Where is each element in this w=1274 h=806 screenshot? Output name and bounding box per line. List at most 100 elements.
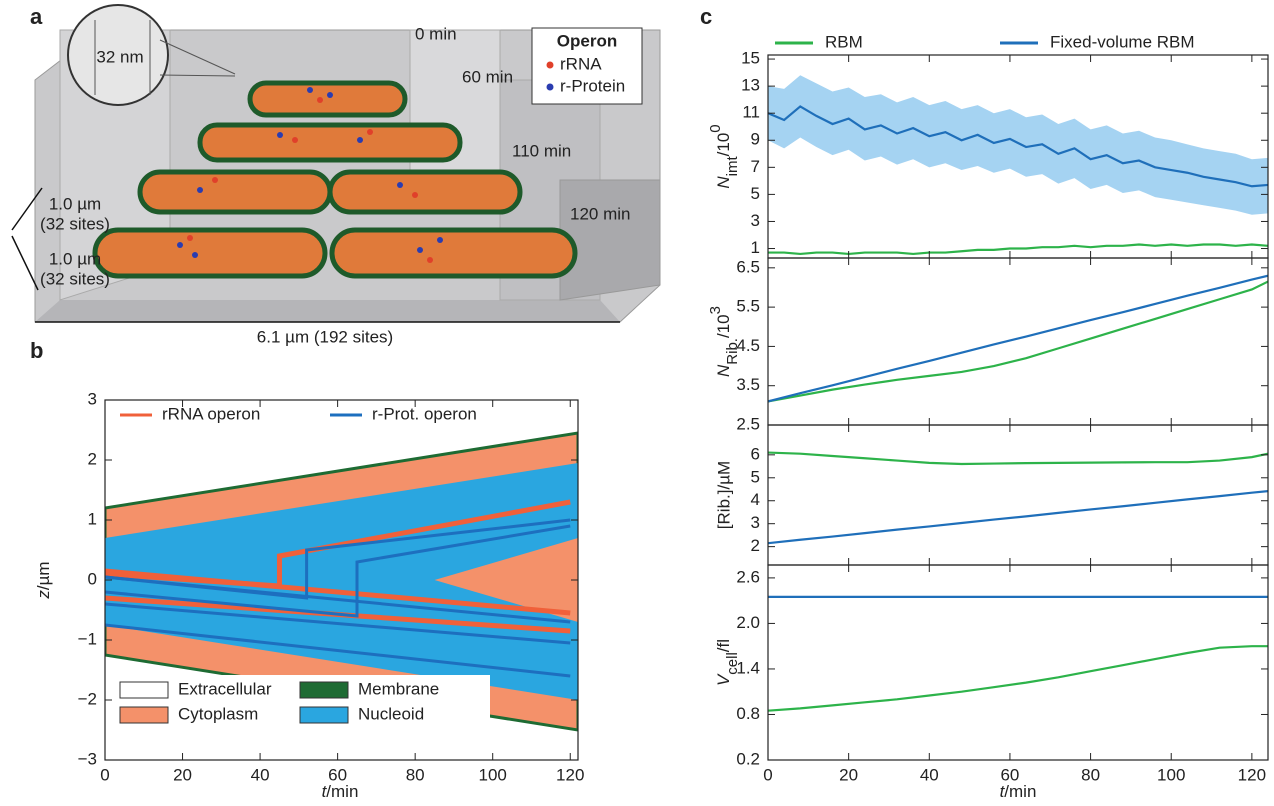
series-line [768, 280, 1268, 403]
axis-label-part: V [714, 673, 733, 686]
axis-label-part: /10 [714, 133, 733, 157]
legend-title: Operon [557, 31, 617, 50]
axis-label-part: /µm [34, 561, 53, 590]
legend-label: r-Prot. operon [372, 404, 477, 423]
operon-line [105, 623, 571, 678]
legend-dot [546, 83, 554, 91]
axis-label: t/min [322, 782, 359, 801]
dimension-label: 1.0 µm [49, 194, 101, 213]
axis-label-part: imt [724, 156, 741, 177]
legend-label: r-Protein [560, 76, 625, 95]
x-tick-label: 80 [406, 765, 425, 784]
x-tick-label: 0 [763, 765, 772, 784]
axis-label-part: cell [724, 652, 741, 675]
x-tick-label: 100 [1157, 765, 1185, 784]
y-tick-label: 15 [741, 49, 760, 68]
time-label: 60 min [462, 67, 513, 86]
axis-label: [Rib.]/µM [714, 461, 733, 529]
dimension-label: 1.0 µm [49, 249, 101, 268]
x-tick-label: 40 [251, 765, 270, 784]
y-tick-label: −2 [78, 689, 97, 708]
legend-swatch [299, 706, 349, 724]
y-tick-label: 9 [751, 130, 760, 149]
x-tick-label: 120 [556, 765, 584, 784]
axis-label-part: /min [326, 782, 358, 801]
y-tick-label: 3 [751, 513, 760, 532]
axis-label: t/min [1000, 782, 1037, 801]
axis-label-part: Rib. [724, 338, 741, 365]
series-line [768, 645, 1268, 712]
series-line [768, 451, 1268, 466]
time-label: 110 min [512, 141, 571, 160]
operon-line [105, 518, 571, 600]
plot-area [768, 274, 1268, 403]
x-tick-label: 40 [920, 765, 939, 784]
legend-swatch [119, 706, 169, 724]
axis-label: Vcell/fl [714, 639, 741, 686]
legend-label: Membrane [358, 679, 439, 698]
time-label: 120 min [570, 204, 630, 223]
x-tick-label: 60 [1000, 765, 1019, 784]
series-line [768, 490, 1268, 545]
scale-label: 32 nm [96, 47, 143, 66]
region [434, 538, 578, 622]
axis-label-part: N [714, 176, 733, 189]
x-tick-label: 20 [173, 765, 192, 784]
x-tick-label: 120 [1238, 765, 1266, 784]
y-tick-label: 2.0 [736, 613, 760, 632]
y-tick-label: 3 [751, 211, 760, 230]
x-tick-label: 100 [479, 765, 507, 784]
panel-b-plot [105, 431, 578, 732]
y-tick-label: 6 [751, 444, 760, 463]
x-tick-label: 80 [1081, 765, 1100, 784]
y-tick-label: −3 [78, 749, 97, 768]
y-tick-label: −1 [78, 629, 97, 648]
y-tick-label: 6.5 [736, 257, 760, 276]
time-label: 0 min [415, 24, 457, 43]
axis-label-part: /10 [714, 314, 733, 338]
y-tick-label: 2.6 [736, 567, 760, 586]
legend-label: RBM [825, 32, 863, 51]
y-tick-label: 7 [751, 157, 760, 176]
y-tick-label: 11 [742, 103, 760, 122]
legend-label: rRNA [560, 54, 602, 73]
series-line [768, 243, 1268, 256]
axis-label-part: /fl [714, 639, 733, 652]
legend-label: Extracellular [178, 679, 272, 698]
y-tick-label: 3 [88, 389, 97, 408]
y-tick-label: 0.2 [736, 749, 760, 768]
axis-label-part: t [1000, 782, 1006, 801]
legend-label: rRNA operon [162, 404, 260, 423]
panel-label: b [30, 338, 43, 363]
y-tick-label: 2 [751, 536, 760, 555]
axis-label-part: 3 [707, 306, 724, 314]
confidence-band [768, 75, 1268, 215]
legend-swatch [119, 681, 169, 699]
plot-frame [767, 564, 1269, 761]
legend-swatch [299, 681, 349, 699]
x-tick-label: 0 [100, 765, 109, 784]
axis-label: z/µm [34, 561, 53, 599]
axis-label-part: N [714, 364, 733, 377]
y-tick-label: 0 [88, 569, 97, 588]
x-tick-label: 20 [839, 765, 858, 784]
x-tick-label: 60 [328, 765, 347, 784]
dimension-label: (32 sites) [40, 214, 110, 233]
y-tick-label: 3.5 [736, 375, 760, 394]
operon-line [105, 602, 571, 645]
plot-frame [767, 257, 1269, 426]
plot-area [768, 595, 1268, 712]
legend-label: Cytoplasm [178, 704, 258, 723]
axis-label-part: z [34, 590, 53, 600]
plot-area [768, 75, 1268, 256]
panel-label: a [30, 4, 43, 29]
dimension-label: 6.1 µm (192 sites) [257, 327, 393, 346]
axis-label-part: /min [1004, 782, 1036, 801]
y-tick-label: 1.4 [736, 658, 760, 677]
y-tick-label: 0.8 [736, 704, 760, 723]
axis-label-part: t [322, 782, 328, 801]
plot-frame [767, 424, 1269, 566]
axis-label: Nimt/100 [707, 124, 741, 188]
y-tick-label: 2.5 [736, 414, 760, 433]
